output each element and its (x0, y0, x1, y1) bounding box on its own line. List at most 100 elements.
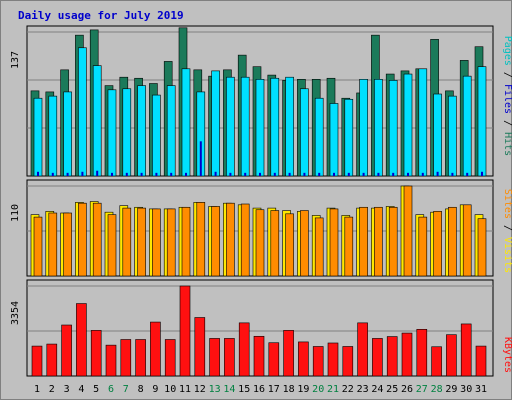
pages-bar (451, 172, 454, 176)
day-label: 6 (108, 384, 114, 395)
kbytes-bar (372, 338, 383, 377)
sites-bar (226, 202, 235, 277)
files-bar (48, 95, 58, 177)
visits-axis-label: Visits (502, 237, 512, 273)
files-bar (418, 68, 428, 177)
kbytes-bar (268, 342, 280, 377)
kbytes-axis-label: KBytes (502, 337, 512, 373)
sites-bar (240, 203, 250, 277)
day-axis-labels: 1 2 3 4 5 6 7 8 9 10 11 12 13 14 15 16 17 18 19 20 21 22 23 24 2… (34, 384, 487, 395)
pages-bar (199, 141, 202, 176)
files-bar (285, 76, 294, 177)
day-label: 24 (371, 384, 383, 395)
kbytes-bar (90, 330, 102, 377)
files-bar (403, 73, 413, 177)
sites-bar (152, 208, 161, 277)
files-bar (63, 91, 72, 177)
sites-bar (63, 212, 72, 277)
day-label: 23 (357, 384, 369, 395)
pages-bar (155, 172, 158, 176)
sites-bar (78, 202, 87, 277)
files-bar (374, 78, 383, 177)
day-label: 19 (297, 384, 309, 395)
day-label: 22 (342, 384, 354, 395)
kbytes-bar (31, 345, 43, 377)
day-label: 21 (327, 384, 339, 395)
sites-bar (33, 216, 43, 277)
kbytes-bar (298, 341, 309, 377)
day-label: 11 (179, 384, 191, 395)
day-label: 8 (138, 384, 144, 395)
day-label: 9 (152, 384, 158, 395)
files-bar (314, 97, 324, 177)
sites-bar (166, 208, 176, 277)
sites-bar (329, 208, 339, 277)
files-bar (211, 70, 220, 177)
pages-bar (140, 172, 143, 176)
kbytes-bar (357, 322, 368, 377)
kbytes-bar (312, 346, 324, 377)
day-label: 20 (312, 384, 324, 395)
kbytes-bar (76, 303, 87, 377)
pages-bar (318, 172, 321, 176)
day-label: 26 (401, 384, 413, 395)
day-label: 25 (386, 384, 398, 395)
pages-bar (125, 172, 128, 176)
chart-panel-2 (26, 279, 494, 377)
sites-bar (270, 210, 280, 277)
pages-bar (421, 172, 424, 176)
day-label: 10 (164, 384, 176, 395)
pages-bar (333, 172, 335, 176)
sites-bar (418, 216, 428, 277)
day-label: 28 (431, 384, 443, 395)
kbytes-bar (209, 338, 220, 377)
sites-bar (388, 206, 398, 277)
day-label: 3 (64, 384, 70, 395)
pages-bar (377, 172, 380, 176)
day-label: 29 (445, 384, 457, 395)
files-axis-label: Files (502, 84, 512, 114)
files-bar (300, 88, 309, 177)
files-bar (152, 94, 161, 177)
sites-bar (285, 213, 294, 277)
files-bar (270, 77, 280, 177)
files-bar (477, 66, 487, 177)
chart-panels (26, 25, 494, 377)
pages-bar (273, 172, 276, 176)
sites-bar (122, 207, 132, 277)
pages-bar (466, 172, 469, 176)
kbytes-bar (46, 343, 58, 377)
kbytes-bar (342, 346, 354, 377)
pages-bar (436, 171, 439, 176)
files-bar (388, 80, 398, 177)
kbytes-bar (386, 336, 398, 377)
kbytes-bar (401, 332, 413, 377)
pages-bar (37, 171, 39, 176)
sites-bar (462, 204, 472, 277)
sites-bar (433, 211, 442, 277)
day-label: 18 (283, 384, 295, 395)
top-series-axis-title: Pages / Files / Hits (502, 36, 512, 156)
day-label: 12 (194, 384, 206, 395)
pages-bar (347, 172, 350, 176)
files-bar (359, 78, 368, 177)
kbytes-bar (431, 346, 442, 377)
files-bar (107, 89, 117, 177)
kbytes-bar (327, 342, 339, 377)
files-bar (137, 85, 146, 177)
pages-bar (81, 171, 84, 176)
files-bar (166, 85, 176, 177)
sites-bar (403, 185, 413, 277)
pages-bar (185, 172, 187, 176)
axis-separator: / (502, 66, 512, 84)
day-label: 16 (253, 384, 265, 395)
kbytes-bar (61, 324, 72, 377)
pages-bar (362, 172, 365, 176)
day-label: 31 (475, 384, 487, 395)
bottom-ymax-label: 3354 (10, 301, 21, 325)
day-label: 15 (238, 384, 250, 395)
pages-bar (244, 172, 247, 176)
kbytes-bar (416, 329, 428, 377)
day-label: 4 (78, 384, 84, 395)
